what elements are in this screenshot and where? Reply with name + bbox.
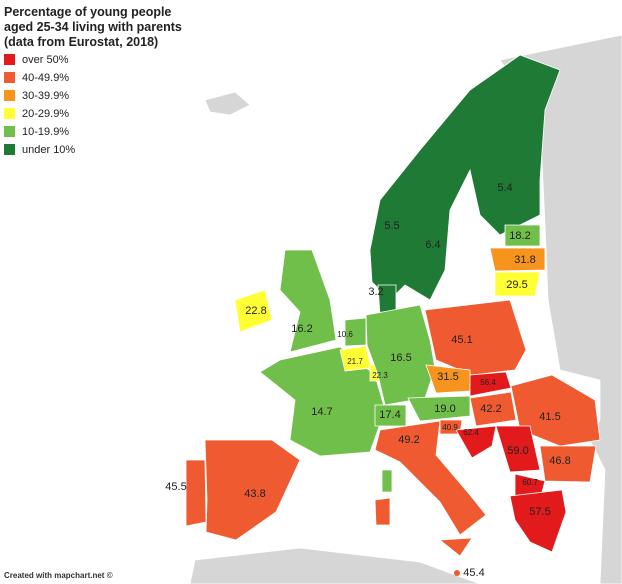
value-label: 3.2 xyxy=(368,286,383,298)
legend-label: 20-29.9% xyxy=(22,108,69,120)
country xyxy=(438,537,473,557)
country xyxy=(407,395,471,422)
country xyxy=(344,317,367,347)
legend-label: 40-49.9% xyxy=(22,72,69,84)
legend-swatch xyxy=(4,54,15,65)
value-label: 6.4 xyxy=(425,239,440,251)
country xyxy=(374,420,487,536)
value-label: 14.7 xyxy=(311,406,332,418)
country xyxy=(494,271,541,297)
legend-swatch xyxy=(4,72,15,83)
value-label: 29.5 xyxy=(506,279,527,291)
value-label: 60.7 xyxy=(522,478,538,487)
country xyxy=(234,289,273,333)
value-label: 18.2 xyxy=(509,230,530,242)
value-label: 22.3 xyxy=(372,371,388,380)
value-label: 41.5 xyxy=(539,411,560,423)
value-label: 46.8 xyxy=(549,455,570,467)
value-label: 10.6 xyxy=(337,330,353,339)
value-label: 43.8 xyxy=(244,488,265,500)
title-line: aged 25-34 living with parents xyxy=(4,20,182,34)
country xyxy=(424,299,527,376)
value-label: 16.5 xyxy=(390,352,411,364)
legend-label: under 10% xyxy=(22,144,75,156)
title-line: Percentage of young people xyxy=(4,5,171,19)
footer: Created with mapchart.net © xyxy=(4,571,113,580)
country xyxy=(374,497,391,526)
value-label: 40.9 xyxy=(442,423,458,432)
value-label: 45.4 xyxy=(463,567,484,579)
land xyxy=(185,34,622,584)
title-line: (data from Eurostat, 2018) xyxy=(4,35,158,49)
country xyxy=(185,459,207,527)
value-label: 17.4 xyxy=(379,409,400,421)
land-other xyxy=(189,547,481,584)
value-label: 16.2 xyxy=(291,323,312,335)
value-label: 31.8 xyxy=(514,254,535,266)
value-label: 57.5 xyxy=(529,506,550,518)
country xyxy=(509,489,567,553)
country xyxy=(469,391,517,427)
value-label: 5.4 xyxy=(497,182,512,194)
value-label: 45.1 xyxy=(451,334,472,346)
country xyxy=(539,445,597,483)
country xyxy=(279,249,337,353)
value-label: 42.2 xyxy=(480,403,501,415)
value-label: 5.5 xyxy=(384,220,399,232)
legend-label: 30-39.9% xyxy=(22,90,69,102)
value-label: 62.4 xyxy=(463,428,479,437)
value-label: 59.0 xyxy=(507,445,528,457)
land-other xyxy=(499,34,622,584)
legend-swatch xyxy=(4,90,15,101)
country xyxy=(204,439,301,541)
legend-swatch xyxy=(4,144,15,155)
country xyxy=(489,247,546,272)
value-label: 31.5 xyxy=(437,371,458,383)
country xyxy=(504,224,541,247)
value-label: 49.2 xyxy=(398,434,419,446)
country xyxy=(455,425,497,459)
value-label: 56.4 xyxy=(480,378,496,387)
title: Percentage of young people aged 25-34 li… xyxy=(4,5,182,49)
value-labels: 5.4 5.5 6.4 18.2 31.8 29.5 3.2 22.8 16.2… xyxy=(165,182,570,579)
country xyxy=(469,371,512,397)
legend-swatch xyxy=(4,126,15,137)
legend-swatch xyxy=(4,108,15,119)
value-label: 19.0 xyxy=(434,403,455,415)
legend-label: 10-19.9% xyxy=(22,126,69,138)
country xyxy=(381,469,393,493)
legend: over 50% 40-49.9% 30-39.9% 20-29.9% 10-1… xyxy=(4,54,75,156)
country xyxy=(369,54,561,301)
legend-label: over 50% xyxy=(22,54,69,66)
land-other xyxy=(204,91,251,116)
value-label: 22.8 xyxy=(245,305,266,317)
value-label: 45.5 xyxy=(165,481,186,493)
country xyxy=(454,570,460,576)
country xyxy=(495,425,541,473)
value-label: 21.7 xyxy=(347,357,363,366)
